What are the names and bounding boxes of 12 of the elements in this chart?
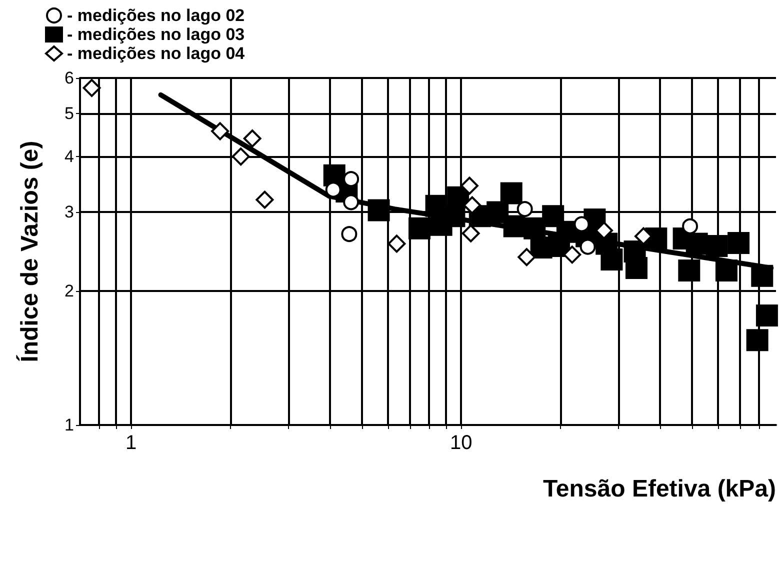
y-tick-label: 1 [64,416,74,434]
y-tick-label: 3 [64,202,74,222]
y-tick-label: 4 [64,147,74,166]
x-axis-title: Tensão Efetiva (kPa) [543,476,776,502]
y-tick-label: 5 [64,104,74,123]
x-tick-label: 10 [450,432,472,454]
legend-label: - medições no lago 03 [67,25,245,44]
legend-label: - medições no lago 02 [67,6,245,25]
y-tick-label: 6 [64,68,74,88]
y-tick-label: 2 [64,281,74,300]
y-axis-title: Índice de Vazios (e) [16,140,44,362]
legend-label: - medições no lago 04 [67,44,246,63]
